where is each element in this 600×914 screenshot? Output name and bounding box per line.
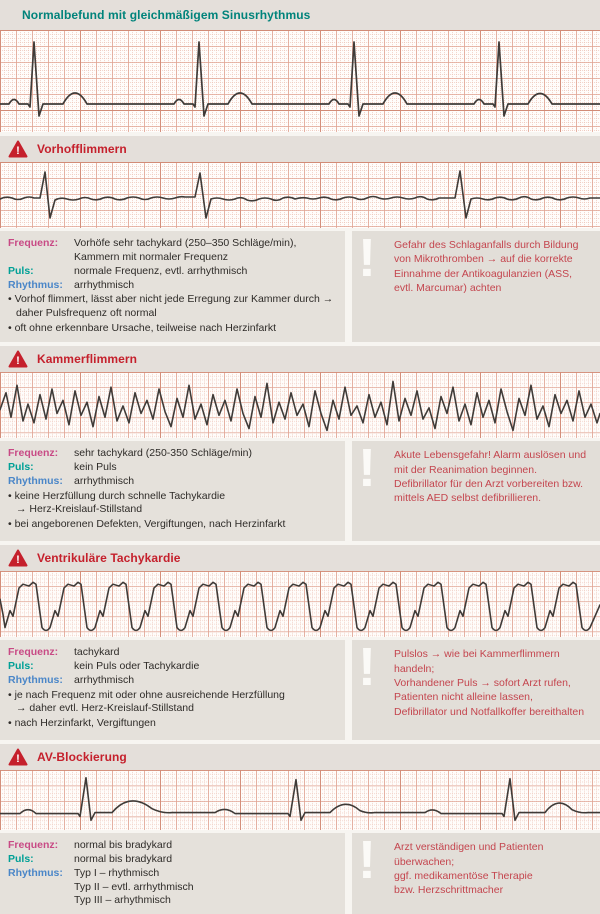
label-rhythmus: Rhythmus: <box>8 866 63 879</box>
warning-triangle-icon: ! <box>8 549 28 567</box>
section-title: Vorhofflimmern <box>37 142 127 156</box>
ecg-trace <box>0 581 600 632</box>
value-rhythmus: arrhythmisch <box>74 278 135 291</box>
warning-triangle-icon: ! <box>8 140 28 158</box>
info-row: Frequenz: normal bis bradykard Puls: norma… <box>0 830 600 914</box>
warning-box: ! Arzt verständigen und Patienten überwa… <box>352 830 600 914</box>
section-header: Normalbefund mit gleichmäßigem Sinusrhyt… <box>0 0 600 30</box>
bullet-item: • bei angeborenen Defekten, Vergiftungen… <box>8 518 286 531</box>
value-frequenz: tachykard <box>74 646 120 659</box>
label-puls: Puls: <box>8 264 34 277</box>
info-box: Frequenz: tachykard Puls: kein Puls oder T… <box>0 640 345 741</box>
value-puls: kein Puls <box>74 460 117 473</box>
value-rhythmus: arrhythmisch <box>74 474 135 487</box>
exclamation-icon: ! <box>358 438 376 499</box>
label-frequenz: Frequenz: <box>8 237 59 249</box>
section-title: Kammerflimmern <box>37 352 138 367</box>
warning-box: ! Gefahr des Schlaganfalls durch Bildung… <box>352 228 600 343</box>
bullet-item: • je nach Frequenz mit oder ohne ausreic… <box>8 688 285 715</box>
value-rhythmus: arrhythmisch <box>74 673 135 686</box>
label-frequenz: Frequenz: <box>8 447 59 460</box>
value-frequenz: normal bis bradykard <box>74 839 173 852</box>
ecg-trace <box>0 776 600 822</box>
exclamation-icon: ! <box>358 637 376 698</box>
warning-text: Arzt verständigen und Patienten überwach… <box>394 841 544 897</box>
warning-triangle-icon: ! <box>8 350 28 368</box>
ecg-strip-vorhofflimmern <box>0 162 600 228</box>
info-box: Frequenz: Vorhöfe sehr tachykard (250–350… <box>0 231 345 343</box>
section-header: ! Ventrikuläre Tachykardie <box>0 545 600 572</box>
info-box: Frequenz: sehr tachykard (250-350 Schläge… <box>0 441 345 542</box>
warning-box: ! Pulslos → wie bei Kammerflimmern hande… <box>352 637 600 741</box>
warning-triangle-icon: ! <box>8 748 28 766</box>
label-frequenz: Frequenz: <box>8 839 59 852</box>
exclamation-icon: ! <box>358 830 376 891</box>
exclamation-icon: ! <box>358 228 376 288</box>
svg-text:!: ! <box>16 554 20 566</box>
warning-text: Pulslos → wie bei Kammerflimmern handeln… <box>394 648 585 718</box>
warning-box: ! Akute Lebensgefahr! Alarm auslösen und… <box>352 438 600 542</box>
section-title: AV-Blockierung <box>37 750 127 765</box>
section-header: ! AV-Blockierung <box>0 744 600 771</box>
svg-text:!: ! <box>16 145 20 157</box>
value-rhythmus: Typ I – rhythmisch Typ II – evtl. arrhyt… <box>74 866 194 907</box>
info-row: Frequenz: Vorhöfe sehr tachykard (250–350… <box>0 228 600 343</box>
section-title: Ventrikuläre Tachykardie <box>37 551 181 566</box>
ecg-trace <box>0 41 600 117</box>
section-header: ! Vorhofflimmern <box>0 136 600 162</box>
value-frequenz: sehr tachykard (250-350 Schläge/min) <box>74 447 253 460</box>
section-av-blockierung: ! AV-Blockierung Frequenz: normal bis bra… <box>0 744 600 914</box>
value-puls: kein Puls oder Tachykardie <box>74 659 200 672</box>
label-rhythmus: Rhythmus: <box>8 673 63 686</box>
label-puls: Puls: <box>8 460 34 473</box>
bullet-item: • keine Herzfüllung durch schnelle Tachy… <box>8 489 226 516</box>
label-frequenz: Frequenz: <box>8 646 59 659</box>
section-header: ! Kammerflimmern <box>0 346 600 373</box>
value-frequenz: Vorhöfe sehr tachykard (250–350 Schläge/… <box>74 237 297 263</box>
info-row: Frequenz: sehr tachykard (250-350 Schläge… <box>0 438 600 542</box>
svg-text:!: ! <box>16 355 20 367</box>
ecg-trace <box>0 380 600 432</box>
warning-text: Gefahr des Schlaganfalls durch Bildung v… <box>394 239 579 295</box>
label-rhythmus: Rhythmus: <box>8 278 63 291</box>
label-rhythmus: Rhythmus: <box>8 474 63 487</box>
section-sinusrhythmus: Normalbefund mit gleichmäßigem Sinusrhyt… <box>0 0 600 132</box>
section-vorhofflimmern: ! Vorhofflimmern Frequenz: Vorhöfe sehr t… <box>0 136 600 343</box>
info-box: Frequenz: normal bis bradykard Puls: norma… <box>0 833 345 914</box>
bullet-item: • oft ohne erkennbare Ursache, teilweise… <box>8 322 277 335</box>
value-puls: normal bis bradykard <box>74 852 173 865</box>
value-puls: normale Frequenz, evtl. arrhythmisch <box>74 264 248 277</box>
warning-text: Akute Lebensgefahr! Alarm auslösen und m… <box>394 449 587 505</box>
bullet-item: • Vorhof flimmert, lässt aber nicht jede… <box>8 293 334 320</box>
ecg-trace <box>0 170 600 219</box>
info-row: Frequenz: tachykard Puls: kein Puls oder T… <box>0 637 600 741</box>
ecg-strip-av-blockierung <box>0 770 600 831</box>
label-puls: Puls: <box>8 659 34 672</box>
bullet-item: • nach Herzinfarkt, Vergiftungen <box>8 717 156 730</box>
section-kammerflimmern: ! Kammerflimmern Frequenz: sehr tachykard… <box>0 346 600 542</box>
ecg-strip-sinusrhythmus <box>0 30 600 132</box>
ecg-strip-kammerflimmern <box>0 372 600 439</box>
section-title: Normalbefund mit gleichmäßigem Sinusrhyt… <box>22 8 311 22</box>
ecg-strip-ventrikulaere-tachykardie <box>0 571 600 638</box>
svg-text:!: ! <box>16 753 20 765</box>
section-ventrikulaere-tachykardie: ! Ventrikuläre Tachykardie Frequenz: tach… <box>0 545 600 741</box>
label-puls: Puls: <box>8 852 34 865</box>
